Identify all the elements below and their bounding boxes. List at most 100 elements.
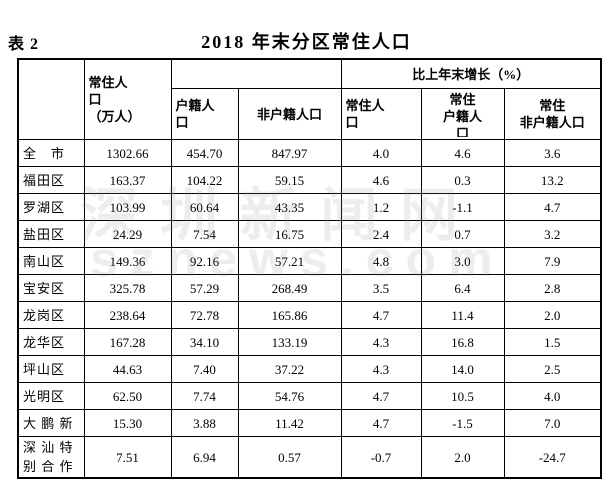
header-growth-non-hukou: 常住 非户籍人口 bbox=[503, 88, 602, 140]
hukou-pop-cell: 7.54 bbox=[170, 220, 239, 248]
growth-hukou-cell: 2.0 bbox=[420, 436, 505, 479]
table-row: 大 鹏 新 15.30 3.88 11.42 4.7 -1.5 7.0 bbox=[17, 409, 602, 437]
growth-resident-cell: 4.8 bbox=[340, 247, 422, 275]
table-row: 龙岗区 238.64 72.78 165.86 4.7 11.4 2.0 bbox=[17, 301, 602, 329]
district-cell: 光明区 bbox=[17, 382, 85, 410]
growth-hukou-cell: 0.3 bbox=[420, 166, 505, 194]
growth-hukou-cell: 3.0 bbox=[420, 247, 505, 275]
growth-resident-cell: 4.3 bbox=[340, 355, 422, 383]
non-hukou-pop-cell: 0.57 bbox=[237, 436, 342, 479]
resident-pop-cell: 62.50 bbox=[83, 382, 172, 410]
page-title: 2018 年末分区常住人口 bbox=[201, 32, 412, 52]
hukou-pop-cell: 7.74 bbox=[170, 382, 239, 410]
district-cell: 大 鹏 新 bbox=[17, 409, 85, 437]
non-hukou-pop-cell: 11.42 bbox=[237, 409, 342, 437]
growth-hukou-cell: 4.6 bbox=[420, 139, 505, 167]
growth-non-hukou-cell: 3.2 bbox=[503, 220, 602, 248]
district-cell: 龙华区 bbox=[17, 328, 85, 356]
growth-non-hukou-cell: -24.7 bbox=[503, 436, 602, 479]
growth-resident-cell: 1.2 bbox=[340, 193, 422, 221]
district-cell: 福田区 bbox=[17, 166, 85, 194]
resident-pop-cell: 15.30 bbox=[83, 409, 172, 437]
district-cell: 龙岗区 bbox=[17, 301, 85, 329]
district-cell: 宝安区 bbox=[17, 274, 85, 302]
hukou-pop-cell: 3.88 bbox=[170, 409, 239, 437]
growth-hukou-cell: 0.7 bbox=[420, 220, 505, 248]
growth-hukou-cell: 6.4 bbox=[420, 274, 505, 302]
table-row: 坪山区 44.63 7.40 37.22 4.3 14.0 2.5 bbox=[17, 355, 602, 383]
header-resident-pop: 常住人 口 （万人） bbox=[83, 58, 172, 140]
table-row: 福田区 163.37 104.22 59.15 4.6 0.3 13.2 bbox=[17, 166, 602, 194]
header-pop-split-empty bbox=[170, 58, 342, 89]
resident-pop-cell: 1302.66 bbox=[83, 139, 172, 167]
growth-hukou-cell: 11.4 bbox=[420, 301, 505, 329]
table-label: 表 2 bbox=[8, 36, 40, 53]
header-non-hukou-pop: 非户籍人口 bbox=[237, 88, 342, 140]
growth-resident-cell: 4.6 bbox=[340, 166, 422, 194]
header-district-empty bbox=[17, 58, 85, 140]
non-hukou-pop-cell: 268.49 bbox=[237, 274, 342, 302]
growth-resident-cell: 4.0 bbox=[340, 139, 422, 167]
non-hukou-pop-cell: 37.22 bbox=[237, 355, 342, 383]
non-hukou-pop-cell: 59.15 bbox=[237, 166, 342, 194]
header-growth-hukou: 常住 户籍人 口 bbox=[420, 88, 505, 140]
district-cell: 全 市 bbox=[17, 139, 85, 167]
population-table: 常住人 口 （万人） 比上年末增长（%） 户籍人 口 非户籍人口 常住人 口 常… bbox=[17, 58, 602, 479]
resident-pop-cell: 44.63 bbox=[83, 355, 172, 383]
hukou-pop-cell: 6.94 bbox=[170, 436, 239, 479]
district-cell: 盐田区 bbox=[17, 220, 85, 248]
growth-hukou-cell: 16.8 bbox=[420, 328, 505, 356]
header-growth-resident: 常住人 口 bbox=[340, 88, 422, 140]
district-cell: 南山区 bbox=[17, 247, 85, 275]
non-hukou-pop-cell: 165.86 bbox=[237, 301, 342, 329]
growth-non-hukou-cell: 2.5 bbox=[503, 355, 602, 383]
resident-pop-cell: 238.64 bbox=[83, 301, 172, 329]
growth-non-hukou-cell: 2.0 bbox=[503, 301, 602, 329]
district-cell: 坪山区 bbox=[17, 355, 85, 383]
growth-non-hukou-cell: 4.0 bbox=[503, 382, 602, 410]
growth-non-hukou-cell: 2.8 bbox=[503, 274, 602, 302]
district-cell: 深 汕 特 别 合 作 bbox=[17, 436, 85, 479]
hukou-pop-cell: 34.10 bbox=[170, 328, 239, 356]
table-row: 罗湖区 103.99 60.64 43.35 1.2 -1.1 4.7 bbox=[17, 193, 602, 221]
header-hukou-pop: 户籍人 口 bbox=[170, 88, 239, 140]
resident-pop-cell: 24.29 bbox=[83, 220, 172, 248]
growth-resident-cell: 4.7 bbox=[340, 301, 422, 329]
growth-non-hukou-cell: 13.2 bbox=[503, 166, 602, 194]
table-row: 宝安区 325.78 57.29 268.49 3.5 6.4 2.8 bbox=[17, 274, 602, 302]
growth-hukou-cell: 14.0 bbox=[420, 355, 505, 383]
growth-non-hukou-cell: 4.7 bbox=[503, 193, 602, 221]
hukou-pop-cell: 72.78 bbox=[170, 301, 239, 329]
table-row: 深 汕 特 别 合 作 7.51 6.94 0.57 -0.7 2.0 -24.… bbox=[17, 436, 602, 479]
hukou-pop-cell: 104.22 bbox=[170, 166, 239, 194]
resident-pop-cell: 325.78 bbox=[83, 274, 172, 302]
growth-non-hukou-cell: 7.0 bbox=[503, 409, 602, 437]
header-row-2: 户籍人 口 非户籍人口 常住人 口 常住 户籍人 口 常住 非户籍人口 bbox=[18, 88, 602, 140]
growth-hukou-cell: -1.5 bbox=[420, 409, 505, 437]
growth-resident-cell: 3.5 bbox=[340, 274, 422, 302]
hukou-pop-cell: 57.29 bbox=[170, 274, 239, 302]
header-growth-group: 比上年末增长（%） bbox=[340, 58, 602, 89]
table-row: 全 市 1302.66 454.70 847.97 4.0 4.6 3.6 bbox=[17, 139, 602, 167]
growth-resident-cell: 4.7 bbox=[340, 409, 422, 437]
growth-non-hukou-cell: 7.9 bbox=[503, 247, 602, 275]
growth-resident-cell: 4.7 bbox=[340, 382, 422, 410]
growth-non-hukou-cell: 1.5 bbox=[503, 328, 602, 356]
non-hukou-pop-cell: 57.21 bbox=[237, 247, 342, 275]
hukou-pop-cell: 60.64 bbox=[170, 193, 239, 221]
hukou-pop-cell: 454.70 bbox=[170, 139, 239, 167]
table-row: 南山区 149.36 92.16 57.21 4.8 3.0 7.9 bbox=[17, 247, 602, 275]
table-row: 盐田区 24.29 7.54 16.75 2.4 0.7 3.2 bbox=[17, 220, 602, 248]
table-row: 龙华区 167.28 34.10 133.19 4.3 16.8 1.5 bbox=[17, 328, 602, 356]
resident-pop-cell: 7.51 bbox=[83, 436, 172, 479]
growth-hukou-cell: -1.1 bbox=[420, 193, 505, 221]
resident-pop-cell: 167.28 bbox=[83, 328, 172, 356]
non-hukou-pop-cell: 43.35 bbox=[237, 193, 342, 221]
growth-non-hukou-cell: 3.6 bbox=[503, 139, 602, 167]
resident-pop-cell: 103.99 bbox=[83, 193, 172, 221]
hukou-pop-cell: 7.40 bbox=[170, 355, 239, 383]
non-hukou-pop-cell: 133.19 bbox=[237, 328, 342, 356]
growth-hukou-cell: 10.5 bbox=[420, 382, 505, 410]
header-row-1: 常住人 口 （万人） 比上年末增长（%） bbox=[17, 58, 602, 140]
